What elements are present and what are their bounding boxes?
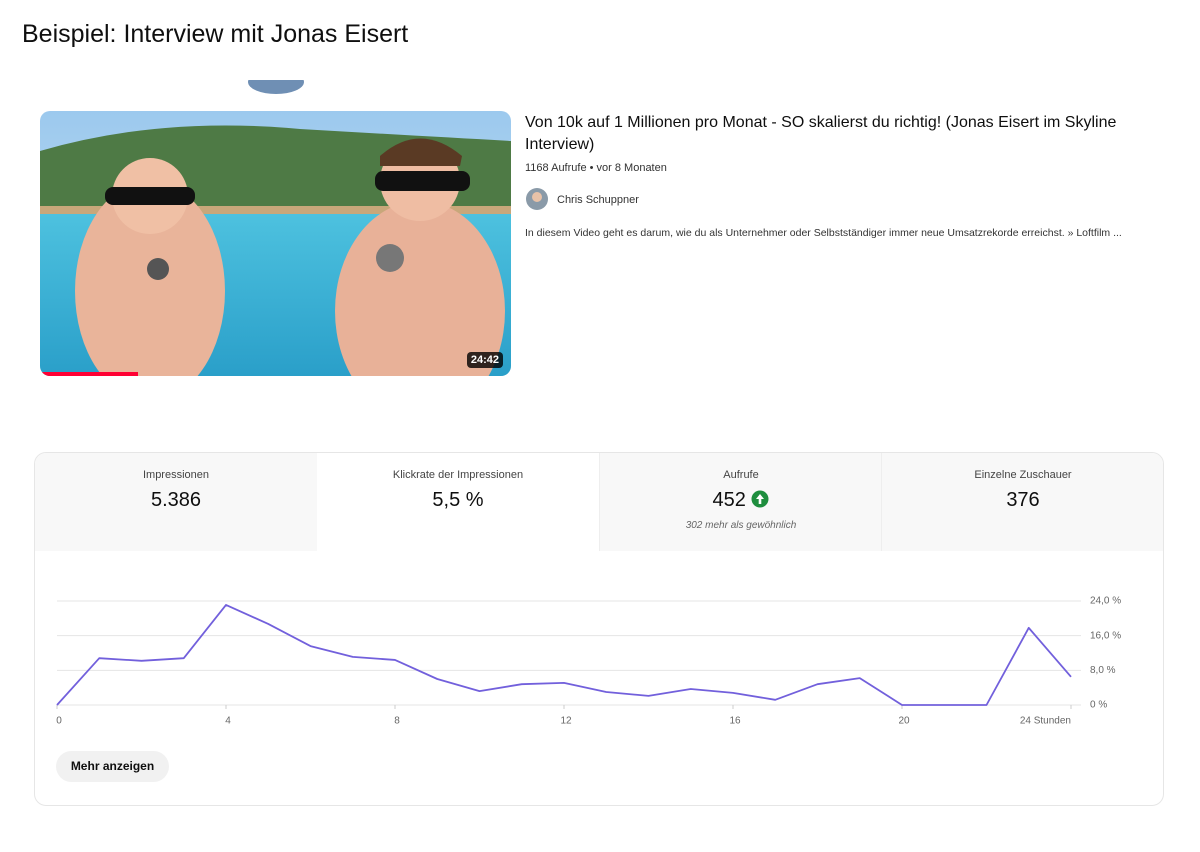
- video-meta: 1168 Aufrufe • vor 8 Monaten: [525, 162, 667, 174]
- avatar-partial: [248, 80, 304, 94]
- metric-tab[interactable]: Klickrate der Impressionen 5,5 %: [317, 453, 599, 551]
- duration: 24:42: [466, 352, 503, 368]
- metric-value: 5,5 %: [432, 489, 484, 511]
- show-more-button[interactable]: Mehr anzeigen: [56, 751, 169, 782]
- page-title: Beispiel: Interview mit Jonas Eisert: [22, 20, 409, 48]
- metric-value-row: 452: [600, 489, 882, 512]
- metric-label: Impressionen: [142, 469, 210, 481]
- video-title[interactable]: Von 10k auf 1 Millionen pro Monat - SO s…: [525, 114, 1117, 153]
- up-icon: [751, 490, 769, 508]
- metric-label: Einzelne Zuschauer: [974, 469, 1072, 481]
- metric-tab[interactable]: Einzelne Zuschauer 376: [881, 453, 1163, 551]
- thumbnail-image: [40, 111, 511, 376]
- channel-name[interactable]: Chris Schuppner: [557, 194, 639, 206]
- metric-tab[interactable]: Aufrufe 452 302 mehr als gewöhnlich: [599, 453, 882, 551]
- channel-avatar: [526, 188, 548, 210]
- video-thumbnail[interactable]: 24:42: [40, 111, 511, 376]
- metric-value: 452: [712, 489, 746, 511]
- metric-value: 376: [1006, 489, 1040, 511]
- analytics-card: Impressionen 5.386 Klickrate der Impressi…: [34, 452, 1164, 806]
- metric-tab[interactable]: Impressionen 5.386: [35, 453, 317, 551]
- metric-note: 302 mehr als gewöhnlich: [685, 520, 797, 531]
- metric-label: Klickrate der Impressionen: [392, 469, 524, 481]
- metric-label: Aufrufe: [723, 469, 759, 481]
- metric-value: 5.386: [150, 489, 202, 511]
- video-description: In diesem Video geht es darum, wie du al…: [525, 227, 1122, 239]
